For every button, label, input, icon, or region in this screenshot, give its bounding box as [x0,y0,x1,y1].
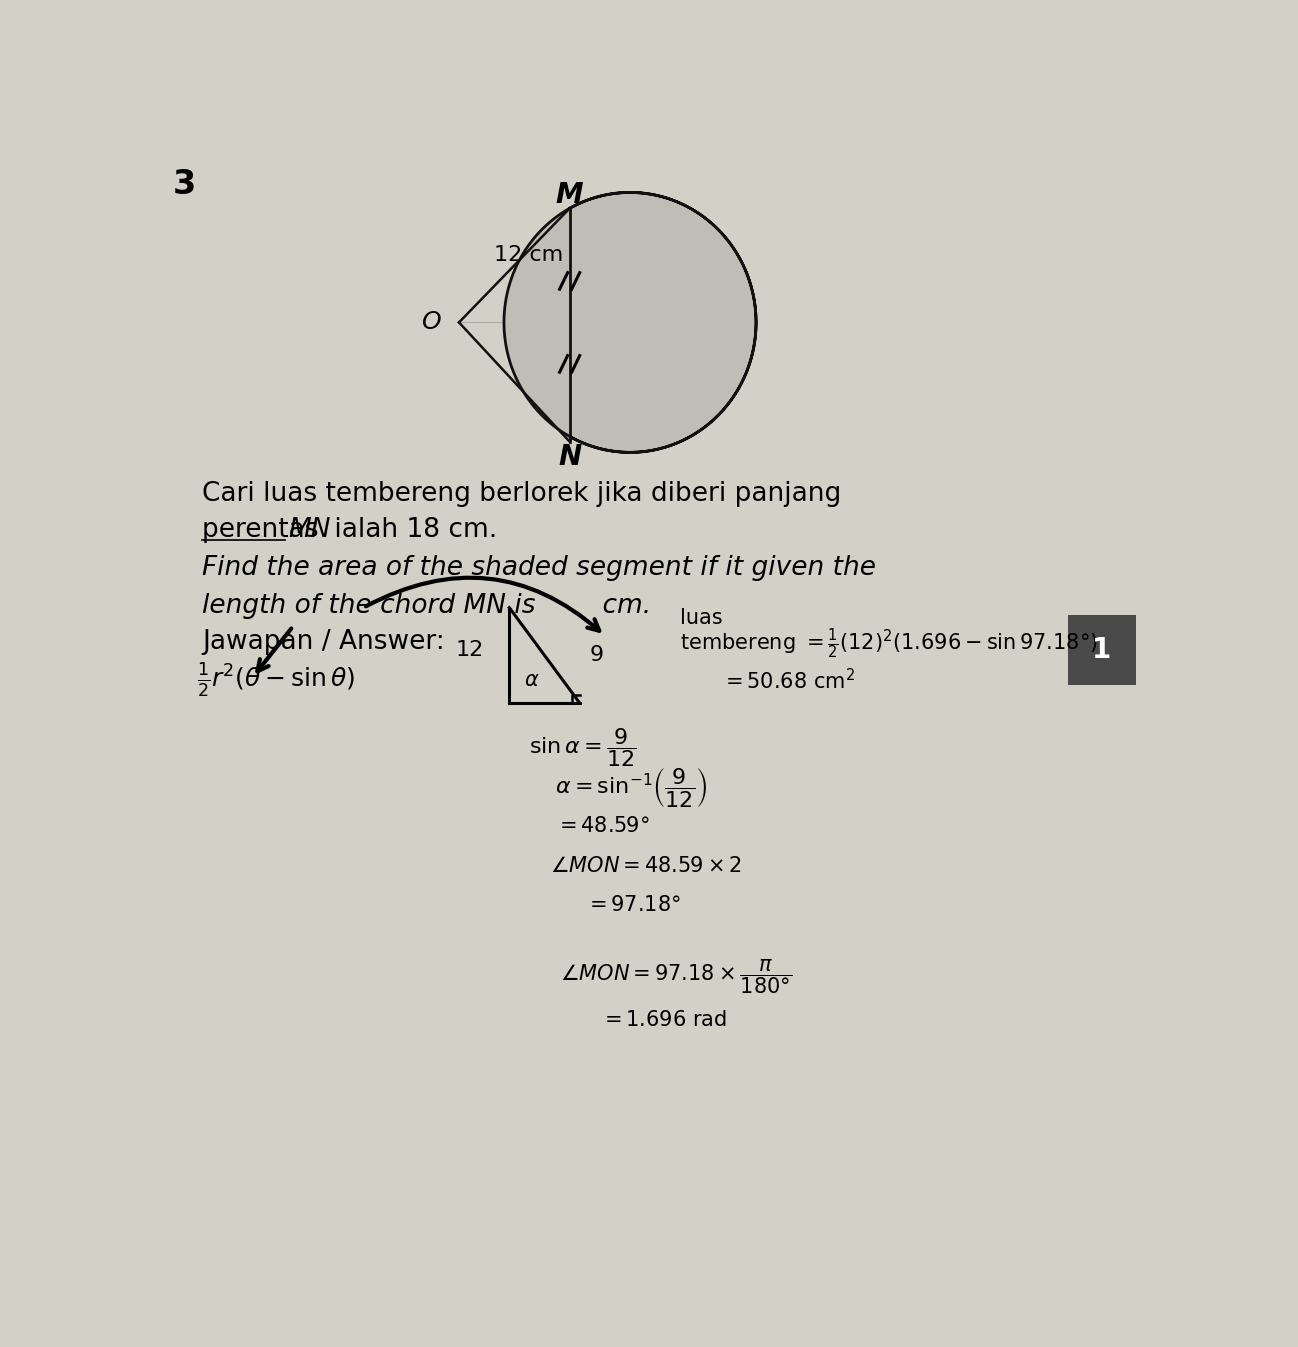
Text: $\frac{1}{2}r^2(\theta - \sin\theta)$: $\frac{1}{2}r^2(\theta - \sin\theta)$ [197,661,356,699]
Text: luas: luas [680,607,723,628]
Text: $\alpha = \sin^{-1}\!\left(\dfrac{9}{12}\right)$: $\alpha = \sin^{-1}\!\left(\dfrac{9}{12}… [554,765,707,808]
Text: 12 cm: 12 cm [495,245,563,265]
Text: 1: 1 [1092,636,1111,664]
Text: $\angle MON = 48.59 \times 2$: $\angle MON = 48.59 \times 2$ [549,855,741,876]
Text: $= 97.18°$: $= 97.18°$ [584,896,680,916]
Polygon shape [504,193,755,453]
Text: MN: MN [288,517,331,543]
Text: ialah 18 cm.: ialah 18 cm. [326,517,497,543]
Text: $= 48.59°$: $= 48.59°$ [554,816,649,836]
Text: perentas: perentas [202,517,327,543]
Text: $= 1.696\ \text{rad}$: $= 1.696\ \text{rad}$ [600,1010,727,1029]
Text: $\angle MON = 97.18 \times \dfrac{\pi}{180°}$: $\angle MON = 97.18 \times \dfrac{\pi}{1… [559,956,792,995]
Text: $= 50.68\ \text{cm}^2$: $= 50.68\ \text{cm}^2$ [720,668,854,692]
Text: 12: 12 [456,640,484,660]
Text: Cari luas tembereng berlorek jika diberi panjang: Cari luas tembereng berlorek jika diberi… [202,481,841,506]
Text: M: M [556,180,584,209]
Text: $\sin\alpha = \dfrac{9}{12}$: $\sin\alpha = \dfrac{9}{12}$ [530,726,637,769]
Text: length of the chord MN is        cm.: length of the chord MN is cm. [202,593,652,618]
FancyBboxPatch shape [1067,614,1136,686]
Text: O: O [422,310,441,334]
Text: N: N [558,443,582,471]
Text: 3: 3 [173,168,196,201]
Text: $\alpha$: $\alpha$ [524,671,540,690]
Text: tembereng $= \frac{1}{2}(12)^2(1.696 - \sin 97.18°)$: tembereng $= \frac{1}{2}(12)^2(1.696 - \… [680,626,1098,661]
Text: Jawapan / Answer:: Jawapan / Answer: [202,629,445,655]
Text: Find the area of the shaded segment if it given the: Find the area of the shaded segment if i… [202,555,876,581]
Text: 9: 9 [589,645,604,665]
